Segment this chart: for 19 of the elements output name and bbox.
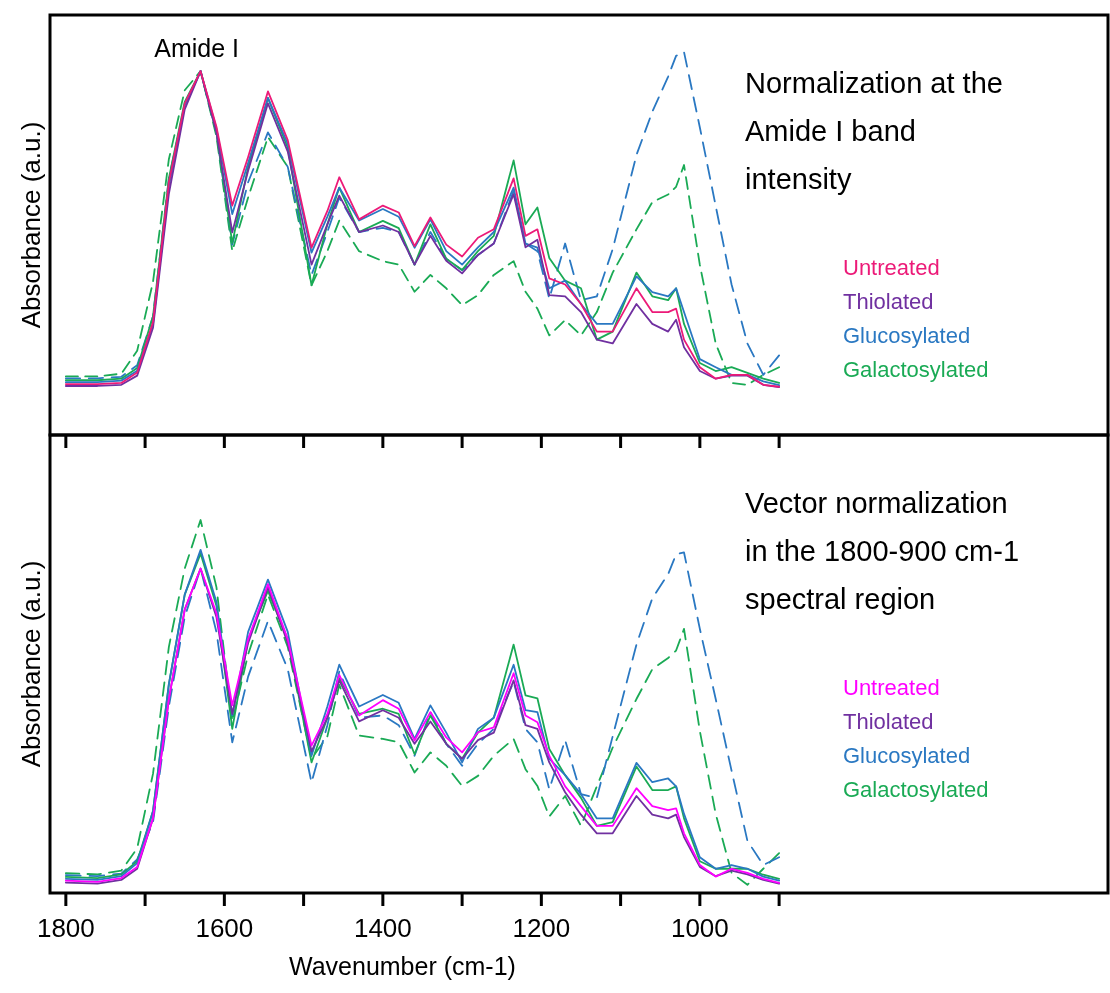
text: Thiolated — [843, 709, 934, 734]
y-axis-title: Absorbance (a.u.) — [16, 121, 46, 329]
text: Untreated — [843, 675, 940, 700]
x-tick-label: 1400 — [353, 913, 412, 943]
x-tick-label: 1000 — [670, 913, 729, 943]
annotation: Normalization at the Amide I band intensity — [745, 67, 1003, 195]
x-tick-label: 1600 — [195, 913, 254, 943]
text: Galactosylated — [843, 777, 989, 802]
text: Thiolated — [843, 289, 934, 314]
text: Glucosylated — [843, 323, 971, 348]
text: Galactosylated — [843, 357, 989, 382]
x-tick-label: 1200 — [512, 913, 571, 943]
y-axis-title: Absorbance (a.u.) — [16, 560, 46, 768]
annotation: Vector normalization in the 1800-900 cm-1 spectral region — [745, 487, 1020, 615]
x-tick-label: 1800 — [36, 913, 95, 943]
annotation: Amide I — [154, 34, 239, 63]
text: Untreated — [843, 255, 940, 280]
text: Glucosylated — [843, 743, 971, 768]
x-axis-title: Wavenumber (cm-1) — [289, 952, 516, 980]
